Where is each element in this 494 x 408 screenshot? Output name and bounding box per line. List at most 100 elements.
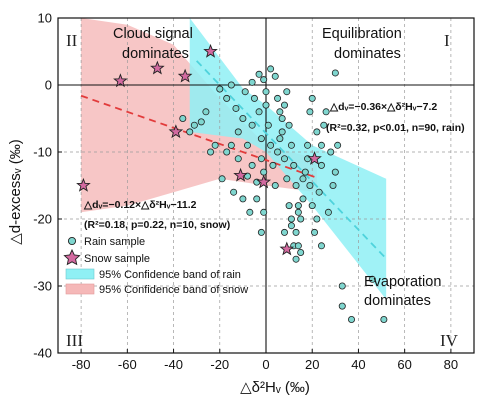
- x-axis-title: △δ²Hᵥ (‰): [240, 379, 310, 396]
- rain-point: [239, 195, 247, 203]
- y-tick-label: -40: [33, 346, 52, 361]
- rain-point: [320, 121, 328, 129]
- snow-point: [256, 174, 271, 189]
- rain-point: [290, 161, 298, 169]
- rain-point: [267, 141, 275, 149]
- rain-point: [338, 282, 346, 290]
- rain-point: [269, 161, 277, 169]
- quadrant-label-iv: IV: [440, 331, 459, 350]
- rain-point: [313, 215, 321, 223]
- rain-point: [211, 141, 219, 149]
- y-tick-label: -20: [33, 212, 52, 227]
- rain-point: [306, 181, 314, 189]
- legend: Rain sample Snow sample 95% Confidence b…: [63, 236, 248, 296]
- rain-point: [324, 208, 332, 216]
- y-axis-title: △d-excessᵥ (‰): [7, 139, 24, 245]
- legend-rain-band-label: 95% Confidence band of rain: [99, 269, 241, 281]
- rain-point: [331, 168, 339, 176]
- cloud-signal-label: Cloud signal: [113, 26, 193, 42]
- rain-point: [232, 104, 240, 112]
- rain-fit-line: [196, 60, 387, 260]
- x-tick-label: -40: [164, 357, 183, 372]
- rain-point: [329, 181, 337, 189]
- legend-rain-label: Rain sample: [84, 236, 145, 248]
- rain-point: [317, 161, 325, 169]
- rain-point: [234, 155, 242, 163]
- rain-point: [262, 101, 270, 109]
- x-tick-label: -20: [210, 357, 229, 372]
- rain-point: [294, 202, 302, 210]
- x-tick-label: 40: [351, 357, 365, 372]
- data-points: [76, 43, 388, 323]
- rain-point: [287, 215, 295, 223]
- cloud-dominates-label: dominates: [122, 46, 189, 62]
- rain-point: [299, 195, 307, 203]
- rain-point: [287, 222, 295, 230]
- rain-point: [197, 118, 205, 126]
- quadrant-label-iii: III: [66, 331, 83, 350]
- rain-point: [317, 141, 325, 149]
- rain-point: [297, 215, 305, 223]
- rain-point: [267, 65, 275, 73]
- rain-point: [274, 94, 282, 102]
- rain-point: [331, 69, 339, 77]
- rain-point: [280, 101, 288, 109]
- rain-point: [244, 141, 252, 149]
- rain-point: [257, 135, 265, 143]
- rain-point: [227, 81, 235, 89]
- rain-point: [264, 121, 272, 129]
- rain-point: [306, 108, 314, 116]
- rain-point: [257, 228, 265, 236]
- x-tick-label: -80: [72, 357, 91, 372]
- snow-point: [76, 177, 91, 192]
- rain-point: [338, 302, 346, 310]
- rain-point: [276, 108, 284, 116]
- y-tick-label: 10: [38, 11, 52, 26]
- rain-point: [334, 141, 342, 149]
- rain-point: [313, 128, 321, 136]
- rain-point: [255, 70, 263, 78]
- rain-point: [294, 242, 302, 250]
- snow-point: [177, 68, 193, 83]
- fit-lines: [80, 60, 387, 260]
- snow-stats: (R²=0.18, p=0.22, n=10, snow): [84, 219, 230, 231]
- x-tick-label: 60: [397, 357, 411, 372]
- rain-point: [301, 168, 309, 176]
- rain-point: [223, 148, 231, 156]
- legend-snow-marker: [63, 248, 81, 266]
- rain-point: [186, 128, 194, 136]
- rain-point: [311, 228, 319, 236]
- y-tick-label: -10: [33, 145, 52, 160]
- legend-rain-band-swatch: [65, 268, 95, 280]
- snow-point: [168, 124, 184, 139]
- x-tick-label: -60: [118, 357, 137, 372]
- rain-equation: △dᵥ=−0.36×△δ²Hᵥ−7.2: [329, 101, 437, 113]
- rain-point: [317, 242, 325, 250]
- rain-point: [304, 141, 312, 149]
- rain-point: [260, 168, 268, 176]
- y-tick-label: 0: [45, 78, 52, 93]
- snow-point: [279, 241, 295, 256]
- rain-point: [262, 88, 270, 96]
- rain-point: [274, 148, 282, 156]
- quadrant-label-ii: II: [66, 31, 78, 50]
- rain-point: [280, 228, 288, 236]
- rain-point: [285, 121, 293, 129]
- rain-point: [276, 135, 284, 143]
- rain-point: [348, 315, 356, 323]
- rain-point: [322, 108, 330, 116]
- rain-point: [294, 208, 302, 216]
- rain-point: [368, 275, 376, 283]
- evaporation-label: Evaporation: [364, 274, 441, 290]
- rain-point: [292, 181, 300, 189]
- rain-point: [287, 141, 295, 149]
- rain-point: [283, 88, 291, 96]
- snow-fit-line: [80, 94, 318, 179]
- rain-point: [250, 94, 258, 102]
- quadrant-label-i: I: [444, 31, 450, 50]
- rain-point: [260, 208, 268, 216]
- rain-point: [230, 188, 238, 196]
- rain-point: [202, 108, 210, 116]
- rain-point: [239, 115, 247, 123]
